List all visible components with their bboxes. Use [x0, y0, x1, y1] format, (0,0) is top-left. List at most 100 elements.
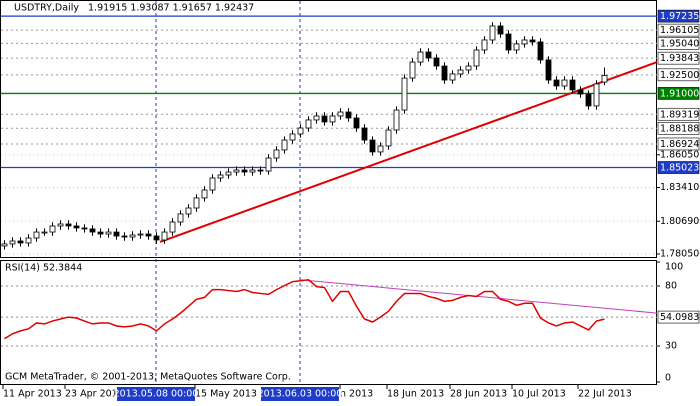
candle-body — [417, 51, 424, 63]
candle-body — [105, 231, 112, 235]
candle-body — [161, 231, 168, 241]
candle-body — [369, 139, 376, 153]
level-label: 1.96105 — [660, 25, 699, 36]
candle-body — [49, 225, 56, 233]
level-label: 1.88188 — [660, 123, 699, 134]
level-label-box — [657, 68, 700, 82]
level-label-box — [657, 23, 700, 37]
candle-body — [201, 189, 208, 199]
level-label: 1.93843 — [660, 53, 699, 64]
candle-body — [545, 59, 552, 81]
level-label: 1.97235 — [660, 11, 699, 22]
candle-body — [57, 223, 64, 227]
x-tick-label: 11 Apr 2013 — [3, 389, 62, 400]
candle-body — [73, 225, 80, 229]
candle-body — [249, 169, 256, 173]
candle-body — [513, 43, 520, 51]
candle-body — [345, 111, 352, 119]
level-label: 1.92500 — [660, 70, 699, 81]
candle-body — [193, 197, 200, 209]
candle-body — [537, 41, 544, 61]
quote: 1.91915 1.93087 1.91657 1.92437 — [88, 3, 254, 14]
candle-body — [497, 25, 504, 35]
candle-body — [97, 231, 104, 235]
candle-body — [145, 233, 152, 237]
level-label: 1.95040 — [660, 38, 699, 49]
candle-body — [457, 69, 464, 75]
candle-body — [129, 234, 136, 238]
candle-body — [377, 145, 384, 153]
candle-body — [425, 51, 432, 59]
candle-body — [529, 39, 536, 43]
y-tick-label: 1.86050 — [660, 149, 699, 160]
x-highlight-label: 2013.05.08 00:00 — [114, 389, 199, 400]
rsi-line — [4, 278, 605, 340]
candle-body — [89, 228, 96, 233]
candle-body — [41, 231, 48, 234]
candle-body — [561, 79, 568, 87]
candle-body — [553, 79, 560, 87]
candle-body — [9, 240, 16, 245]
x-tick-label: 15 May 2013 — [195, 389, 257, 400]
candle-body — [393, 109, 400, 131]
trend-line — [159, 61, 658, 243]
price-panel — [0, 0, 657, 258]
candle-body — [401, 77, 408, 111]
candle-body — [217, 174, 224, 179]
chart-title: USDTRY,Daily — [14, 3, 79, 14]
candle-body — [465, 65, 472, 71]
candle-body — [441, 65, 448, 81]
candle-body — [1, 243, 8, 247]
level-label-box — [657, 9, 700, 23]
candle-body — [65, 223, 72, 227]
level-label-box — [657, 51, 700, 65]
candle-body — [329, 115, 336, 123]
candle-body — [137, 233, 144, 236]
candle-body — [241, 169, 248, 173]
level-label-box — [657, 121, 700, 135]
copyright: GCM MetaTrader, © 2001-2013, MetaQuotes … — [5, 372, 291, 383]
candle-body — [577, 89, 584, 95]
level-label-box — [657, 107, 700, 121]
candle-body — [233, 169, 240, 173]
x-tick-label: 22 Jul 2013 — [578, 389, 632, 400]
x-tick-label: 23 Apr 2013 — [65, 389, 124, 400]
x-tick-label: 10 Jul 2013 — [512, 389, 566, 400]
rsi-marker-label-box — [657, 310, 700, 324]
x-tick-label: 18 Jun 2013 — [387, 389, 444, 400]
candle-body — [305, 119, 312, 129]
candle-body — [361, 127, 368, 141]
x-highlight-box — [117, 387, 195, 401]
candle-body — [593, 83, 600, 107]
x-tick-label: 28 Jun 2013 — [450, 389, 507, 400]
y-tick-label: 0 — [665, 373, 671, 384]
candle-body — [337, 111, 344, 117]
level-label-box — [657, 87, 700, 100]
level-label: 1.91000 — [660, 88, 699, 99]
candle-body — [601, 75, 608, 83]
candle-body — [289, 133, 296, 141]
y-tick-label: 1.78050 — [660, 248, 699, 259]
rsi-marker-label: 54.09836 — [660, 312, 700, 323]
candle-body — [321, 115, 328, 123]
candle-body — [385, 129, 392, 147]
y-tick-label: 1.80690 — [660, 216, 699, 227]
candle-body — [521, 39, 528, 45]
candle-body — [585, 93, 592, 107]
y-tick-label: 1.83410 — [660, 182, 699, 193]
candle-body — [449, 73, 456, 81]
candle-body — [265, 157, 272, 172]
candle-body — [17, 240, 24, 244]
x-tick-label: n 2013 — [340, 389, 373, 400]
candle-body — [569, 79, 576, 91]
candle-body — [113, 231, 120, 237]
candle-body — [33, 231, 40, 239]
candle-body — [353, 117, 360, 129]
x-highlight-label: 2013.06.03 00:00 — [258, 389, 343, 400]
x-highlight-box — [261, 387, 339, 401]
y-tick-label: 100 — [665, 262, 683, 273]
rsi-title: RSI(14) 52.3844 — [5, 263, 82, 274]
candle-body — [121, 235, 128, 238]
candle-body — [177, 213, 184, 223]
